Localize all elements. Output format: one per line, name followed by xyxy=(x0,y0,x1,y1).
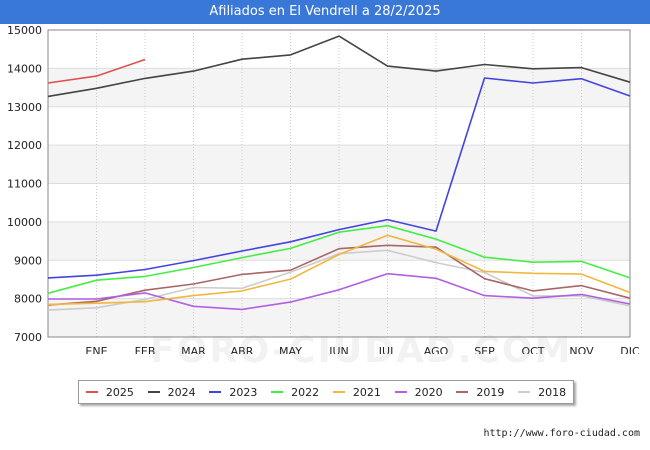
series-line-2020 xyxy=(48,272,631,311)
x-tick-label: FEB xyxy=(135,345,156,354)
x-tick-label: ABR xyxy=(231,345,254,354)
series-lines xyxy=(47,35,631,311)
y-tick-label: 9000 xyxy=(14,254,42,267)
legend-swatch xyxy=(394,391,407,393)
y-tick-label: 13000 xyxy=(7,101,42,114)
x-tick-label: MAY xyxy=(279,345,302,354)
legend-swatch xyxy=(332,391,345,393)
x-tick-label: ENE xyxy=(85,345,107,354)
series-line-2023 xyxy=(47,77,631,279)
legend-label: 2023 xyxy=(229,385,258,399)
legend-item-2024: 2024 xyxy=(147,385,196,399)
legend: 2025 2024 2023 2022 2021 2020 2019 2018 xyxy=(78,380,574,404)
x-tick-label: DIC xyxy=(620,345,640,354)
legend-swatch xyxy=(209,391,222,393)
x-tick-label: MAR xyxy=(181,345,206,354)
legend-swatch xyxy=(518,391,531,393)
legend-label: 2021 xyxy=(352,385,381,399)
legend-item-2022: 2022 xyxy=(271,386,319,399)
series-line-2022 xyxy=(47,224,631,295)
legend-label: 2024 xyxy=(167,385,196,399)
legend-label: 2022 xyxy=(291,385,320,399)
series-line-2025 xyxy=(47,58,146,84)
y-tick-label: 11000 xyxy=(7,178,42,191)
x-tick-label: JUN xyxy=(328,345,349,354)
legend-item-2018: 2018 xyxy=(518,386,566,399)
legend-swatch xyxy=(456,391,469,393)
x-axis-ticks: ENE FEB MAR ABR MAY JUN JUL AGO SEP OCT NOV DIC xyxy=(85,345,640,354)
chart-title: Afiliados en El Vendrell a 28/2/2025 xyxy=(0,0,650,24)
y-tick-label: 7000 xyxy=(14,331,42,344)
y-tick-label: 15000 xyxy=(7,24,42,37)
legend-item-2025: 2025 xyxy=(85,385,134,399)
y-tick-label: 14000 xyxy=(7,62,42,75)
y-tick-label: 10000 xyxy=(7,216,42,229)
source-url[interactable]: http://www.foro-ciudad.com xyxy=(483,428,640,439)
legend-swatch xyxy=(85,391,98,393)
legend-swatch xyxy=(147,391,160,393)
x-tick-label: OCT xyxy=(521,345,544,354)
series-line-2024 xyxy=(47,35,631,98)
y-axis-ticks: 7000 8000 9000 10000 11000 12000 13000 14000 150… xyxy=(7,24,42,344)
x-tick-label: JUL xyxy=(378,345,397,354)
legend-swatch xyxy=(271,391,284,393)
legend-item-2020: 2020 xyxy=(394,385,443,399)
series-line-2019 xyxy=(47,244,631,306)
y-tick-label: 8000 xyxy=(14,293,42,306)
plot-border xyxy=(47,29,631,338)
x-tick-label: AGO xyxy=(424,345,449,354)
legend-label: 2020 xyxy=(414,385,443,399)
legend-label: 2018 xyxy=(538,385,567,399)
legend-label: 2025 xyxy=(105,385,134,399)
series-line-2021 xyxy=(47,234,631,306)
y-tick-label: 12000 xyxy=(7,139,42,152)
legend-item-2019: 2019 xyxy=(456,386,504,399)
x-tick-label: NOV xyxy=(569,345,594,354)
line-chart: 7000 8000 9000 10000 11000 12000 13000 14000 150… xyxy=(7,24,640,354)
legend-item-2021: 2021 xyxy=(332,385,381,399)
x-tick-label: SEP xyxy=(474,345,495,354)
legend-item-2023: 2023 xyxy=(209,386,257,399)
watermark: FORO-CIUDAD.COM xyxy=(150,330,573,371)
legend-label: 2019 xyxy=(476,385,505,399)
